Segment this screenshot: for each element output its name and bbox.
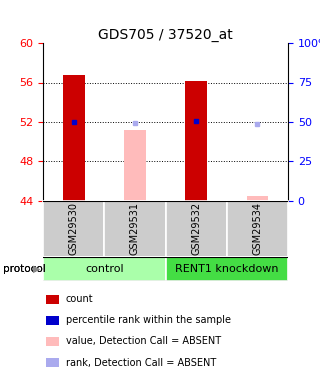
- Bar: [166, 257, 288, 281]
- Text: rank, Detection Call = ABSENT: rank, Detection Call = ABSENT: [66, 358, 216, 368]
- Bar: [166, 201, 227, 257]
- Text: protocol: protocol: [3, 264, 46, 274]
- Bar: [104, 201, 166, 257]
- Text: ▶: ▶: [33, 264, 41, 274]
- Text: GSM29530: GSM29530: [69, 202, 79, 255]
- Bar: [43, 257, 166, 281]
- Text: percentile rank within the sample: percentile rank within the sample: [66, 315, 231, 326]
- Bar: [43, 201, 104, 257]
- Text: protocol: protocol: [3, 264, 46, 274]
- Bar: [227, 201, 288, 257]
- Text: GSM29531: GSM29531: [130, 202, 140, 255]
- Bar: [186, 81, 207, 201]
- Text: control: control: [85, 264, 124, 274]
- Text: value, Detection Call = ABSENT: value, Detection Call = ABSENT: [66, 336, 221, 346]
- Text: GSM29534: GSM29534: [252, 202, 262, 255]
- Bar: [124, 130, 146, 201]
- Bar: [63, 75, 84, 201]
- Bar: [247, 196, 268, 201]
- Text: RENT1 knockdown: RENT1 knockdown: [175, 264, 278, 274]
- Title: GDS705 / 37520_at: GDS705 / 37520_at: [98, 28, 233, 42]
- Text: count: count: [66, 294, 93, 304]
- Text: GSM29532: GSM29532: [191, 202, 201, 255]
